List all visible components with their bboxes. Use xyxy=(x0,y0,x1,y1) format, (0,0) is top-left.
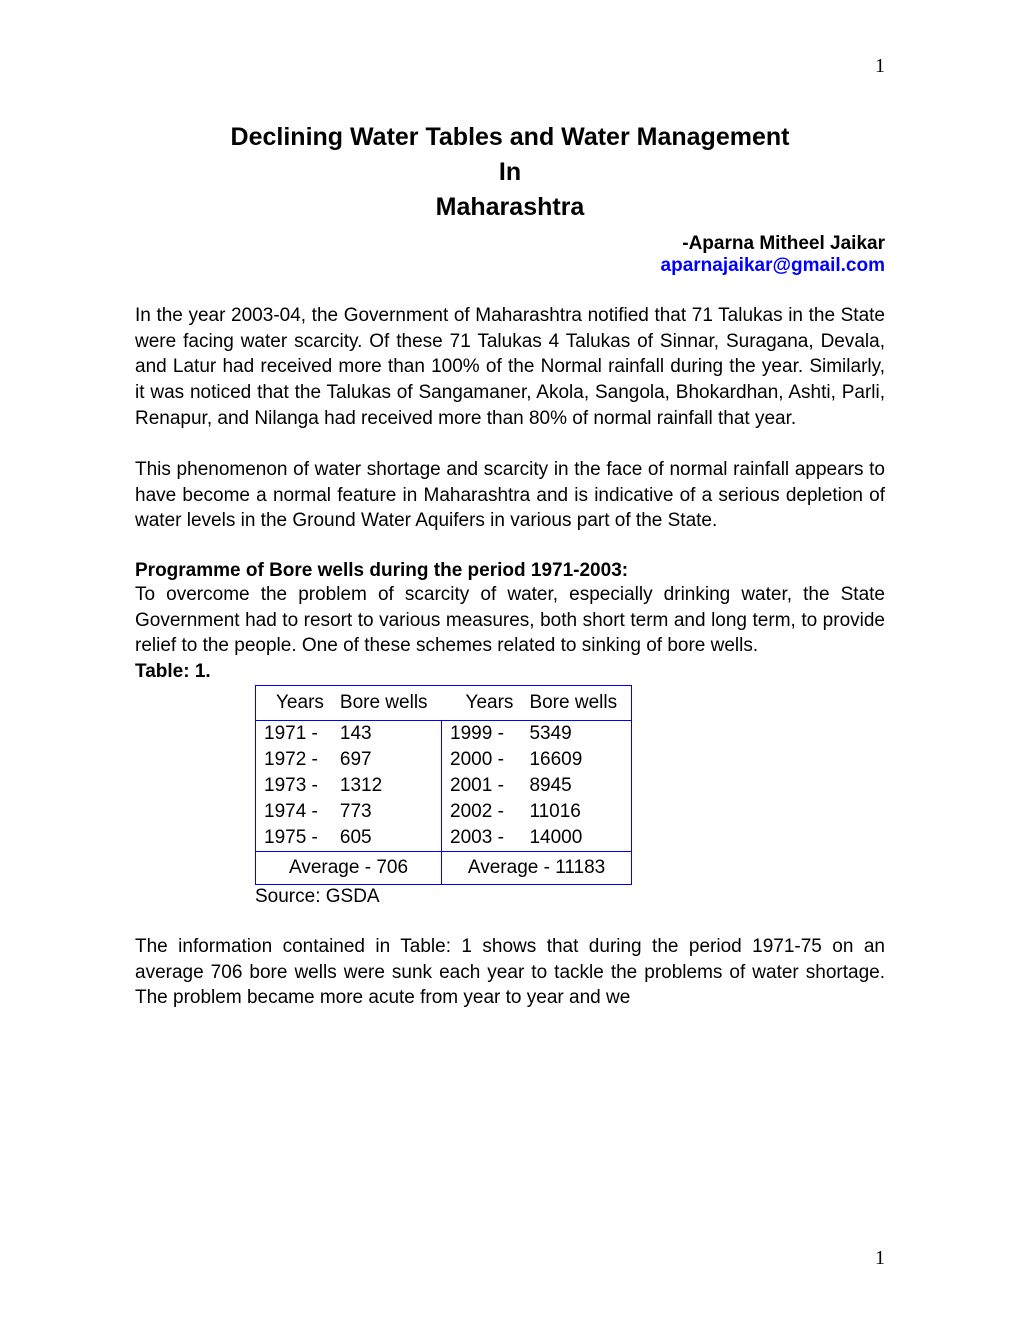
cell-val-1: 605 xyxy=(332,825,442,852)
paragraph-1: In the year 2003-04, the Government of M… xyxy=(135,303,885,431)
cell-val-1: 773 xyxy=(332,799,442,825)
borewell-table: Years Bore wells Years Bore wells 1971 -… xyxy=(255,685,632,885)
cell-val-2: 11016 xyxy=(521,799,631,825)
table-row: 1975 - 605 2003 - 14000 xyxy=(256,825,632,852)
table-header-years-1: Years xyxy=(256,686,332,721)
page-title: Declining Water Tables and Water Managem… xyxy=(135,120,885,225)
cell-year-2: 2003 - xyxy=(442,825,522,852)
section-heading: Programme of Bore wells during the perio… xyxy=(135,560,885,582)
cell-year-2: 1999 - xyxy=(442,721,522,748)
average-right: Average - 11183 xyxy=(442,852,632,885)
table-wrap: Years Bore wells Years Bore wells 1971 -… xyxy=(255,685,885,908)
table-row: 1973 - 1312 2001 - 8945 xyxy=(256,773,632,799)
table-row: 1974 - 773 2002 - 11016 xyxy=(256,799,632,825)
table-row: 1971 - 143 1999 - 5349 xyxy=(256,721,632,748)
cell-year-2: 2001 - xyxy=(442,773,522,799)
cell-val-2: 16609 xyxy=(521,747,631,773)
author-name: -Aparna Mitheel Jaikar xyxy=(135,233,885,255)
cell-val-2: 14000 xyxy=(521,825,631,852)
cell-year-1: 1974 - xyxy=(256,799,332,825)
cell-val-2: 5349 xyxy=(521,721,631,748)
cell-year-1: 1972 - xyxy=(256,747,332,773)
title-line-3: Maharashtra xyxy=(135,190,885,225)
cell-val-1: 143 xyxy=(332,721,442,748)
table-source: Source: GSDA xyxy=(255,886,885,908)
table-header-row: Years Bore wells Years Bore wells xyxy=(256,686,632,721)
cell-val-1: 1312 xyxy=(332,773,442,799)
cell-year-1: 1975 - xyxy=(256,825,332,852)
page-number-top: 1 xyxy=(875,55,885,78)
cell-val-1: 697 xyxy=(332,747,442,773)
author-email: aparnajaikar@gmail.com xyxy=(135,255,885,277)
cell-val-2: 8945 xyxy=(521,773,631,799)
paragraph-2: This phenomenon of water shortage and sc… xyxy=(135,457,885,534)
average-left: Average - 706 xyxy=(256,852,442,885)
table-average-row: Average - 706 Average - 11183 xyxy=(256,852,632,885)
cell-year-2: 2002 - xyxy=(442,799,522,825)
title-line-2: In xyxy=(135,155,885,190)
table-header-borewells-1: Bore wells xyxy=(332,686,442,721)
author-block: -Aparna Mitheel Jaikar aparnajaikar@gmai… xyxy=(135,233,885,277)
paragraph-3: To overcome the problem of scarcity of w… xyxy=(135,582,885,659)
table-row: 1972 - 697 2000 - 16609 xyxy=(256,747,632,773)
table-header-years-2: Years xyxy=(442,686,522,721)
page-number-bottom: 1 xyxy=(875,1247,885,1270)
cell-year-2: 2000 - xyxy=(442,747,522,773)
title-line-1: Declining Water Tables and Water Managem… xyxy=(135,120,885,155)
cell-year-1: 1971 - xyxy=(256,721,332,748)
cell-year-1: 1973 - xyxy=(256,773,332,799)
table-header-borewells-2: Bore wells xyxy=(521,686,631,721)
paragraph-4: The information contained in Table: 1 sh… xyxy=(135,934,885,1011)
table-label: Table: 1. xyxy=(135,661,885,683)
